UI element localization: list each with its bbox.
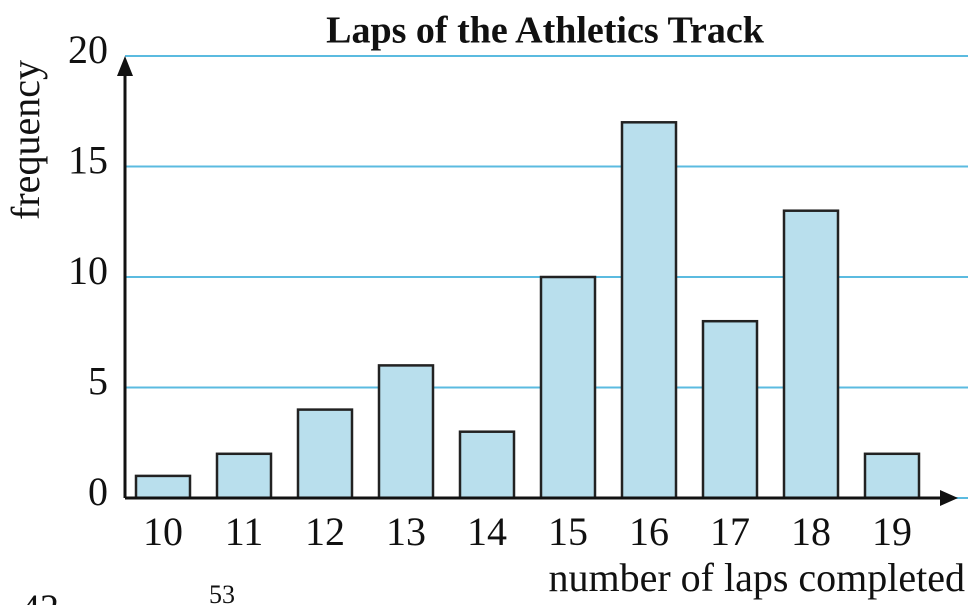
x-tick-label: 12 (305, 509, 345, 554)
x-tick-label: 19 (872, 509, 912, 554)
chart-title: Laps of the Athletics Track (326, 10, 765, 52)
y-axis-arrow (117, 56, 133, 76)
x-tick-label: 11 (225, 509, 264, 554)
page-fragment: 53 (209, 580, 235, 605)
y-tick-label: 20 (68, 27, 108, 72)
x-axis-label: number of laps completed (548, 555, 965, 600)
bar (215, 452, 273, 500)
y-tick-label: 15 (68, 138, 108, 183)
x-tick-label: 13 (386, 509, 426, 554)
x-tick-label: 14 (467, 509, 507, 554)
x-tick-label: 10 (143, 509, 183, 554)
x-tick-label: 16 (629, 509, 669, 554)
y-tick-label: 0 (88, 469, 108, 514)
x-tick-label: 18 (791, 509, 831, 554)
bar (782, 209, 840, 500)
bar (863, 452, 921, 500)
bar (620, 121, 678, 500)
bar (296, 408, 354, 500)
bar (377, 364, 435, 500)
x-axis-arrow (940, 490, 958, 506)
y-tick-label: 5 (88, 359, 108, 404)
y-axis-label: frequency (3, 60, 48, 220)
bar (134, 474, 192, 500)
page-fragment: 42 (21, 588, 59, 605)
x-tick-label: 17 (710, 509, 750, 554)
bar (701, 319, 759, 500)
bar (539, 275, 597, 500)
x-tick-label: 15 (548, 509, 588, 554)
bar (458, 430, 516, 500)
y-tick-label: 10 (68, 248, 108, 293)
